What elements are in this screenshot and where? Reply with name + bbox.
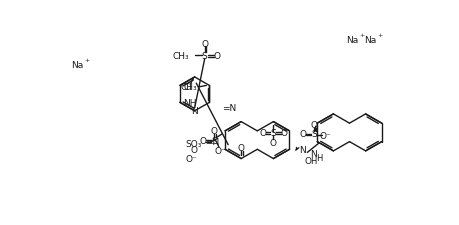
Text: NH: NH	[183, 98, 196, 107]
Text: H: H	[309, 156, 315, 165]
Text: Na: Na	[364, 36, 376, 45]
Text: O: O	[190, 145, 197, 154]
Text: O: O	[304, 156, 311, 165]
Text: O: O	[258, 128, 265, 137]
Text: =N: =N	[204, 137, 218, 146]
Text: N: N	[191, 107, 198, 116]
Text: O: O	[199, 136, 207, 145]
Text: O⁻: O⁻	[214, 146, 226, 155]
Text: O: O	[201, 39, 208, 48]
Text: O⁻: O⁻	[185, 154, 197, 163]
Text: N: N	[298, 145, 305, 154]
Text: S: S	[270, 128, 276, 137]
Text: S: S	[202, 52, 207, 61]
Text: CH₃: CH₃	[180, 82, 196, 91]
Text: O: O	[299, 130, 306, 139]
Text: O⁻: O⁻	[319, 131, 330, 140]
Text: S: S	[211, 136, 217, 145]
Text: O: O	[310, 121, 317, 130]
Text: N: N	[309, 150, 316, 159]
Text: =N: =N	[221, 104, 235, 112]
Text: Na: Na	[345, 36, 357, 45]
Text: O: O	[269, 138, 276, 147]
Text: SO₃: SO₃	[185, 139, 202, 148]
Text: +: +	[84, 58, 90, 63]
Text: O: O	[280, 128, 287, 137]
Text: +: +	[377, 33, 382, 38]
Text: S: S	[311, 130, 316, 139]
Text: O: O	[210, 127, 217, 136]
Text: O: O	[213, 52, 220, 61]
Text: H: H	[315, 153, 321, 162]
Text: O: O	[237, 144, 244, 153]
Text: +: +	[358, 33, 364, 38]
Text: Cl: Cl	[183, 83, 192, 92]
Text: Na: Na	[71, 61, 84, 70]
Text: CH₃: CH₃	[172, 52, 189, 61]
